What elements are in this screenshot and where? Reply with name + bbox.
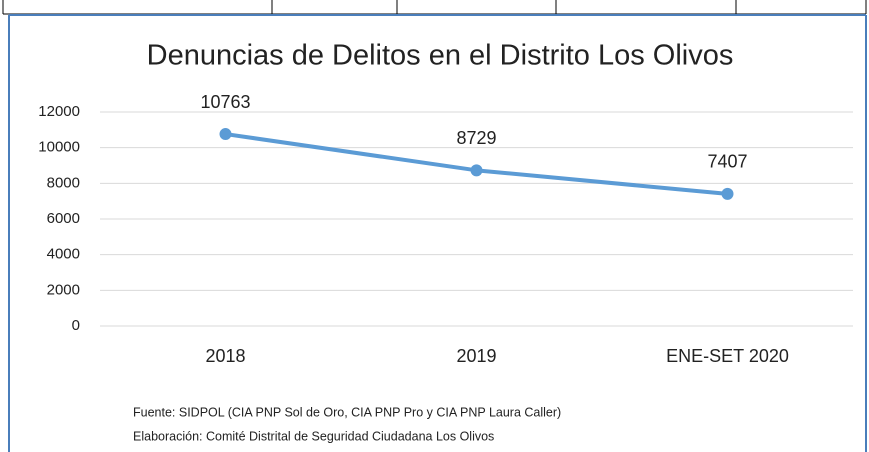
marker bbox=[721, 187, 734, 200]
y-tick-label: 10000 bbox=[38, 139, 80, 156]
source-note: Fuente: SIDPOL (CIA PNP Sol de Oro, CIA … bbox=[133, 405, 561, 419]
y-tick-label: 4000 bbox=[47, 246, 80, 263]
table-fragment bbox=[2, 0, 867, 15]
y-tick-label: 2000 bbox=[47, 281, 80, 298]
marker bbox=[470, 164, 483, 177]
x-tick-label: 2019 bbox=[456, 346, 496, 366]
data-label: 10763 bbox=[200, 92, 250, 112]
chart-frame bbox=[8, 14, 867, 452]
marker bbox=[219, 128, 232, 141]
chart-title: Denuncias de Delitos en el Distrito Los … bbox=[147, 40, 734, 72]
data-label: 7407 bbox=[707, 152, 747, 172]
credit-note: Elaboración: Comité Distrital de Segurid… bbox=[133, 429, 494, 443]
y-tick-label: 6000 bbox=[47, 210, 80, 227]
y-tick-label: 8000 bbox=[47, 174, 80, 191]
y-tick-label: 12000 bbox=[38, 103, 80, 120]
y-tick-label: 0 bbox=[72, 317, 80, 334]
x-tick-label: 2018 bbox=[205, 346, 245, 366]
x-tick-label: ENE-SET 2020 bbox=[666, 346, 789, 366]
data-label: 8729 bbox=[456, 128, 496, 148]
